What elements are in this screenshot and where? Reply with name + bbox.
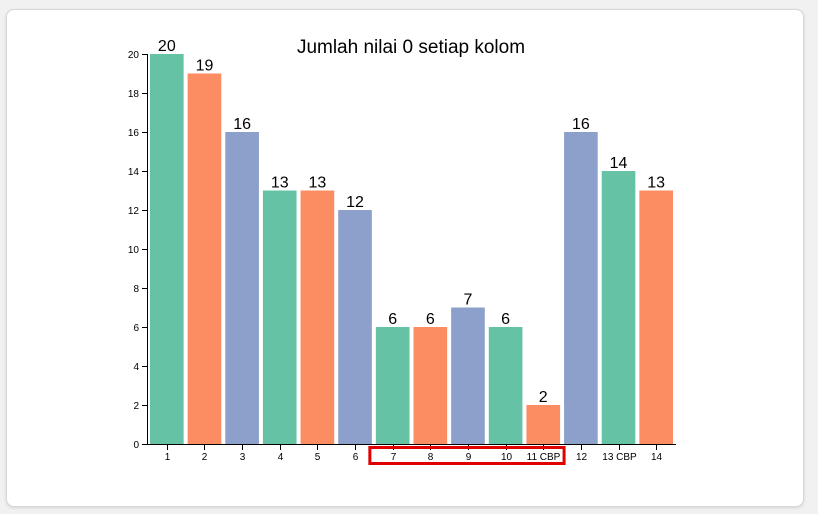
bar-11-cbp xyxy=(526,405,561,444)
x-tick-label: 1 xyxy=(165,452,171,463)
data-label: 13 xyxy=(271,175,289,192)
y-tick-label: 0 xyxy=(133,440,139,451)
chart-title: Jumlah nilai 0 setiap kolom xyxy=(297,37,525,58)
data-label: 13 xyxy=(647,175,665,192)
data-label: 6 xyxy=(426,311,435,328)
x-tick-label: 7 xyxy=(391,452,397,463)
bars-group xyxy=(150,54,673,444)
y-tick-label: 8 xyxy=(133,284,139,295)
data-label: 20 xyxy=(158,38,176,55)
y-tick-label: 6 xyxy=(133,323,139,334)
bar-10 xyxy=(488,327,523,444)
bar-5 xyxy=(300,190,335,444)
x-tick-label: 8 xyxy=(428,452,434,463)
data-label: 6 xyxy=(501,311,510,328)
data-label: 19 xyxy=(196,58,214,75)
bar-8 xyxy=(413,327,448,444)
y-tick-label: 18 xyxy=(128,89,140,100)
data-label: 16 xyxy=(572,116,590,133)
y-tick-label: 12 xyxy=(128,206,140,217)
x-tick-label: 10 xyxy=(501,452,513,463)
y-tick-label: 4 xyxy=(133,362,139,373)
bar-4 xyxy=(262,190,297,444)
y-tick-label: 10 xyxy=(128,245,140,256)
x-tick-label: 11 CBP xyxy=(527,452,561,463)
bar-9 xyxy=(451,307,485,444)
x-tick-label: 9 xyxy=(466,452,472,463)
highlight-box xyxy=(368,446,566,465)
bar-6 xyxy=(338,210,372,444)
x-tick-label: 4 xyxy=(278,452,284,463)
y-tick-label: 14 xyxy=(128,167,140,178)
data-label: 6 xyxy=(388,311,397,328)
x-tick-label: 5 xyxy=(315,452,321,463)
x-tick-label: 13 CBP xyxy=(602,452,637,463)
x-tick-label: 3 xyxy=(240,452,246,463)
bar-3 xyxy=(225,132,259,444)
bar-12 xyxy=(564,132,598,444)
data-label: 7 xyxy=(464,292,473,309)
data-label: 16 xyxy=(233,116,251,133)
bar-1 xyxy=(150,54,184,444)
y-tick-label: 16 xyxy=(128,128,140,139)
data-label: 12 xyxy=(346,194,364,211)
bar-13-cbp xyxy=(601,171,636,444)
x-tick-label: 6 xyxy=(353,452,359,463)
data-label: 2 xyxy=(539,389,548,406)
bar-2 xyxy=(187,73,222,444)
x-tick-label: 12 xyxy=(576,452,588,463)
y-tick-label: 2 xyxy=(133,401,139,412)
x-axis: 1 2 3 4 5 6 7 8 9 10 11 CBP 12 13 CBP 14 xyxy=(147,444,676,463)
x-tick-label: 14 xyxy=(651,452,663,463)
data-label: 13 xyxy=(308,175,326,192)
x-tick-label: 2 xyxy=(202,452,208,463)
y-tick-label: 20 xyxy=(128,50,140,61)
data-label: 14 xyxy=(610,155,628,172)
y-axis: 0 2 4 6 8 10 12 14 16 18 20 xyxy=(128,50,148,451)
bar-7 xyxy=(375,327,410,444)
bar-14 xyxy=(639,190,673,444)
data-labels-group: 20 19 16 13 13 12 6 6 7 6 2 16 14 13 xyxy=(158,38,665,406)
